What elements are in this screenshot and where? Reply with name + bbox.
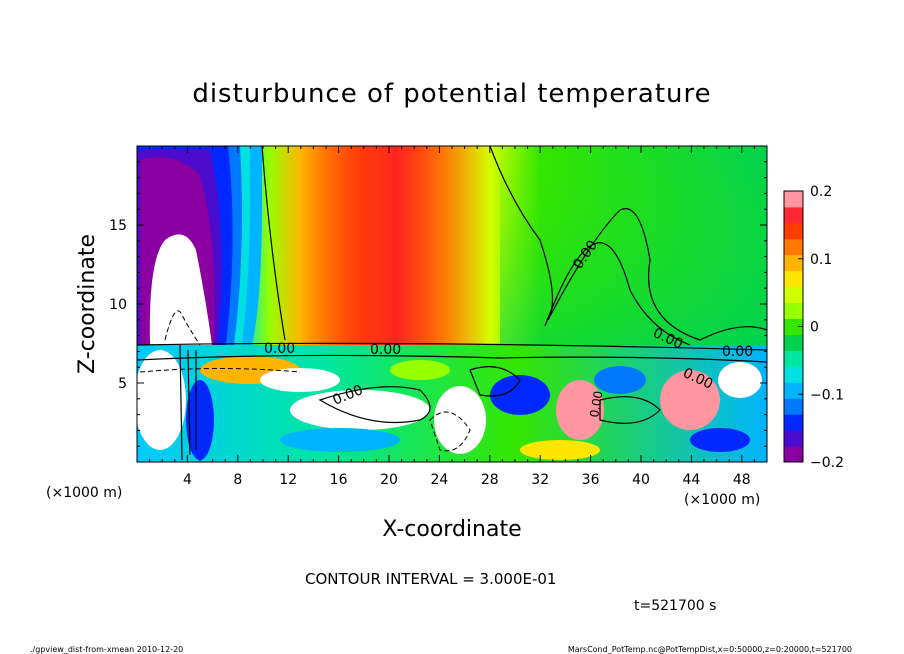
colorbar-swatch <box>784 270 803 288</box>
x-tick-label: 44 <box>682 472 700 488</box>
contour-lines <box>137 146 767 461</box>
x-axis-label: X-coordinate <box>382 517 521 542</box>
warm-core-region <box>300 146 490 346</box>
colorbar-swatch <box>784 191 803 208</box>
chart-title: disturbunce of potential temperature <box>192 79 711 109</box>
y-tick-label: 5 <box>118 376 127 392</box>
colorbar-tick-label: −0.1 <box>810 387 844 403</box>
contour-label: 0.00 <box>264 341 295 357</box>
colorbar-swatch <box>784 334 803 351</box>
colorbar <box>784 191 803 463</box>
y-tick-label: 15 <box>109 218 127 234</box>
colorbar-swatch <box>784 302 803 320</box>
cold-plume-region <box>137 146 262 345</box>
x-tick-label: 40 <box>632 472 650 488</box>
colorbar-swatch <box>784 430 803 447</box>
x-tick-label: 16 <box>330 472 348 488</box>
footer-right: MarsCond_PotTemp.nc@PotTempDist,x=0:5000… <box>568 645 852 654</box>
colorbar-tick-label: 0.1 <box>810 252 832 268</box>
colorbar-tick-label: −0.2 <box>810 455 844 471</box>
x-tick-label: 4 <box>183 472 192 488</box>
x-tick-label: 20 <box>380 472 398 488</box>
east-neutral-region <box>500 146 767 346</box>
footer-left: ./gpview_dist-from-xmean 2010-12-20 <box>30 645 183 654</box>
x-axis: 4 8 12 16 20 24 28 32 36 40 44 48 <box>149 146 755 488</box>
lower-layer-patches <box>137 350 762 460</box>
negative-contours <box>139 310 471 452</box>
contour-label: 0.00 <box>722 344 753 360</box>
x-tick-label: 28 <box>481 472 499 488</box>
x-unit-label-right: (×1000 m) <box>684 492 760 508</box>
y-axis-label: Z-coordinate <box>75 234 100 374</box>
colorbar-tick-label: 0 <box>810 320 819 336</box>
x-tick-label: 24 <box>430 472 448 488</box>
x-unit-label-left: (×1000 m) <box>46 485 122 501</box>
colorbar-swatch <box>784 414 803 431</box>
y-axis: 5 10 15 <box>109 161 767 447</box>
x-tick-label: 32 <box>531 472 549 488</box>
colorbar-swatch <box>784 382 803 399</box>
colorbar-swatch <box>784 366 803 383</box>
time-text: t=521700 s <box>634 598 716 614</box>
x-tick-label: 36 <box>582 472 600 488</box>
colorbar-swatch <box>784 318 803 335</box>
contour-label: 0.00 <box>370 342 401 358</box>
colorbar-swatch <box>784 398 803 415</box>
colorbar-swatch <box>784 286 803 304</box>
colorbar-swatch <box>784 222 803 240</box>
colorbar-swatch <box>784 254 803 272</box>
x-tick-label: 8 <box>233 472 242 488</box>
colorbar-tick-label: 0.2 <box>810 184 832 200</box>
colorbar-swatch <box>784 350 803 367</box>
x-tick-label: 12 <box>279 472 297 488</box>
heatmap-field <box>137 146 767 462</box>
colorbar-ticks: 0.2 0.1 0 −0.1 −0.2 <box>798 184 844 471</box>
contour-label: 0.00 <box>587 390 605 419</box>
colorbar-swatch <box>784 238 803 256</box>
colorbar-swatch <box>784 206 803 224</box>
y-tick-label: 10 <box>109 297 127 313</box>
x-tick-label: 48 <box>733 472 751 488</box>
contour-interval-text: CONTOUR INTERVAL = 3.000E-01 <box>305 570 556 588</box>
colorbar-swatch <box>784 446 803 463</box>
